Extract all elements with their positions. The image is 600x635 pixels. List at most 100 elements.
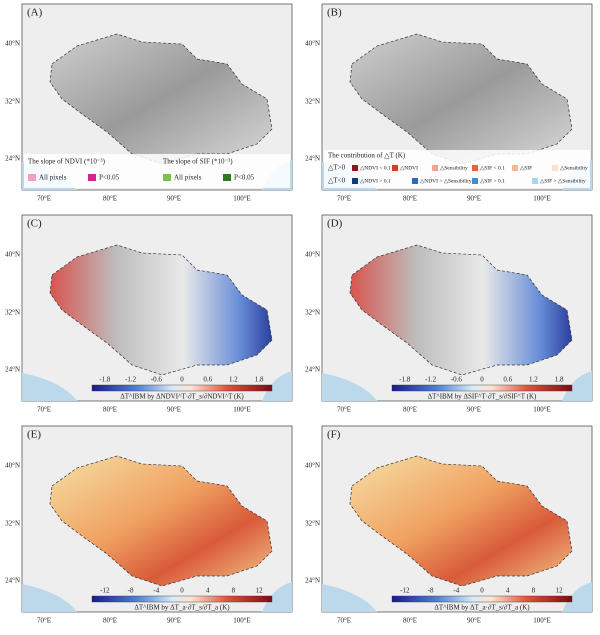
longitude-label: 70°E (37, 617, 51, 625)
colorbar-tick-label: 0 (480, 587, 484, 595)
water (322, 373, 377, 401)
colorbar-tick-label: 0 (480, 376, 484, 384)
legend-swatch (472, 178, 478, 184)
legend-swatch (352, 178, 358, 184)
panel-label: (B) (327, 7, 342, 19)
legend-swatch (472, 165, 478, 171)
latitude-label: 32°N (5, 98, 20, 106)
longitude-label: 70°E (37, 195, 51, 203)
latitude-label: 40°N (305, 251, 320, 259)
plateau (49, 33, 273, 165)
colorbar-tick-label: 1.2 (229, 376, 238, 384)
plateau (349, 33, 573, 165)
colorbar-tick-label: 1.8 (555, 376, 564, 384)
colorbar-tick-label: -1.2 (125, 376, 137, 384)
colorbar-tick-label: 12 (256, 587, 264, 595)
water (22, 373, 77, 401)
panel: (F) 40°N 32°N 24°N 70°E 80°E 90°E 100°E -12 -8 -4 0… (305, 425, 593, 625)
legend-label: △Sensibility (560, 165, 588, 171)
legend-swatch (163, 174, 171, 181)
colorbar-tick-label: 4 (506, 587, 510, 595)
legend-label: △NDVI > △Sensibility (420, 178, 472, 184)
colorbar-tick-label: 0 (180, 376, 184, 384)
colorbar-tick-label: -1.2 (425, 376, 437, 384)
legend-label: △SIF < 0.1 (480, 165, 505, 171)
legend-label: △NDVI < 0.1 (360, 165, 391, 171)
longitude-label: 70°E (337, 195, 351, 203)
latitude-label: 24°N (5, 577, 20, 585)
legend-swatch (28, 174, 36, 181)
colorbar-tick-label: -0.6 (451, 376, 463, 384)
colorbar-tick-label: 1.8 (255, 376, 264, 384)
latitude-label: 32°N (5, 309, 20, 317)
colorbar-tick-label: 12 (556, 587, 564, 595)
legend-swatch (552, 165, 558, 171)
colorbar-title: ΔT^IBM by ΔNDVI^T·∂T_s/∂NDVI^T (K) (120, 393, 244, 401)
legend-label: △NDVI (400, 165, 418, 171)
longitude-label: 100°E (233, 195, 251, 203)
longitude-label: 80°E (103, 617, 117, 625)
latitude-label: 40°N (5, 462, 20, 470)
colorbar (91, 384, 273, 392)
legend-label: △SIF > △Sensibility (540, 178, 586, 184)
colorbar-tick-label: 0 (180, 587, 184, 595)
panel: (A) 40°N 32°N 24°N 70°E 80°E 90°E 100°E The slop… (5, 3, 293, 203)
water (322, 584, 377, 612)
plateau (49, 244, 273, 376)
latitude-label: 32°N (305, 309, 320, 317)
plateau (349, 244, 573, 376)
legend-row-head: △T<0 (328, 177, 346, 185)
latitude-label: 40°N (5, 40, 20, 48)
panel-label: (C) (27, 218, 42, 230)
legend-label: All pixels (174, 174, 202, 182)
colorbar-tick-label: -0.6 (151, 376, 163, 384)
longitude-label: 80°E (403, 406, 417, 414)
legend-label: P<0.05 (99, 174, 120, 182)
water (262, 371, 292, 401)
legend-row-head: △T>0 (328, 164, 346, 172)
legend-swatch (392, 165, 398, 171)
longitude-label: 80°E (403, 195, 417, 203)
water (562, 371, 592, 401)
longitude-label: 100°E (533, 617, 551, 625)
latitude-label: 40°N (305, 462, 320, 470)
longitude-label: 90°E (167, 617, 181, 625)
colorbar (91, 595, 273, 603)
colorbar-tick-label: -12 (100, 587, 110, 595)
longitude-label: 100°E (533, 406, 551, 414)
water (562, 582, 592, 612)
latitude-label: 40°N (5, 251, 20, 259)
panel: (B) 40°N 32°N 24°N 70°E 80°E 90°E 100°E The cont… (305, 3, 593, 203)
latitude-label: 24°N (305, 577, 320, 585)
longitude-label: 90°E (167, 406, 181, 414)
water (22, 584, 77, 612)
colorbar-tick-label: -4 (453, 587, 459, 595)
latitude-label: 24°N (5, 155, 20, 163)
panel: (E) 40°N 32°N 24°N 70°E 80°E 90°E 100°E -12 -8 -4 0… (5, 425, 293, 625)
longitude-label: 100°E (233, 617, 251, 625)
legend-swatch (512, 165, 518, 171)
legend-title: The slope of NDVI (*10⁻³) (28, 158, 106, 166)
latitude-label: 24°N (5, 366, 20, 374)
colorbar-tick-label: 4 (206, 587, 210, 595)
colorbar (391, 384, 573, 392)
panel-label: (E) (27, 429, 41, 441)
longitude-label: 100°E (533, 195, 551, 203)
longitude-label: 90°E (467, 406, 481, 414)
plateau (49, 455, 273, 587)
colorbar-tick-label: 0.6 (203, 376, 212, 384)
colorbar-title: ΔT^IBM by ΔT_a·∂T_s/∂T_a (K) (134, 604, 230, 612)
legend-swatch (432, 165, 438, 171)
colorbar-tick-label: -4 (153, 587, 159, 595)
colorbar-tick-label: 0.6 (503, 376, 512, 384)
water (262, 582, 292, 612)
legend-swatch (88, 174, 96, 181)
legend-box (324, 150, 590, 188)
longitude-label: 80°E (403, 617, 417, 625)
longitude-label: 70°E (337, 406, 351, 414)
legend-label: P<0.05 (234, 174, 255, 182)
panel: (C) 40°N 32°N 24°N 70°E 80°E 90°E 100°E -1.8 -1.2… (5, 214, 293, 414)
colorbar-tick-label: -12 (400, 587, 410, 595)
longitude-label: 80°E (103, 195, 117, 203)
